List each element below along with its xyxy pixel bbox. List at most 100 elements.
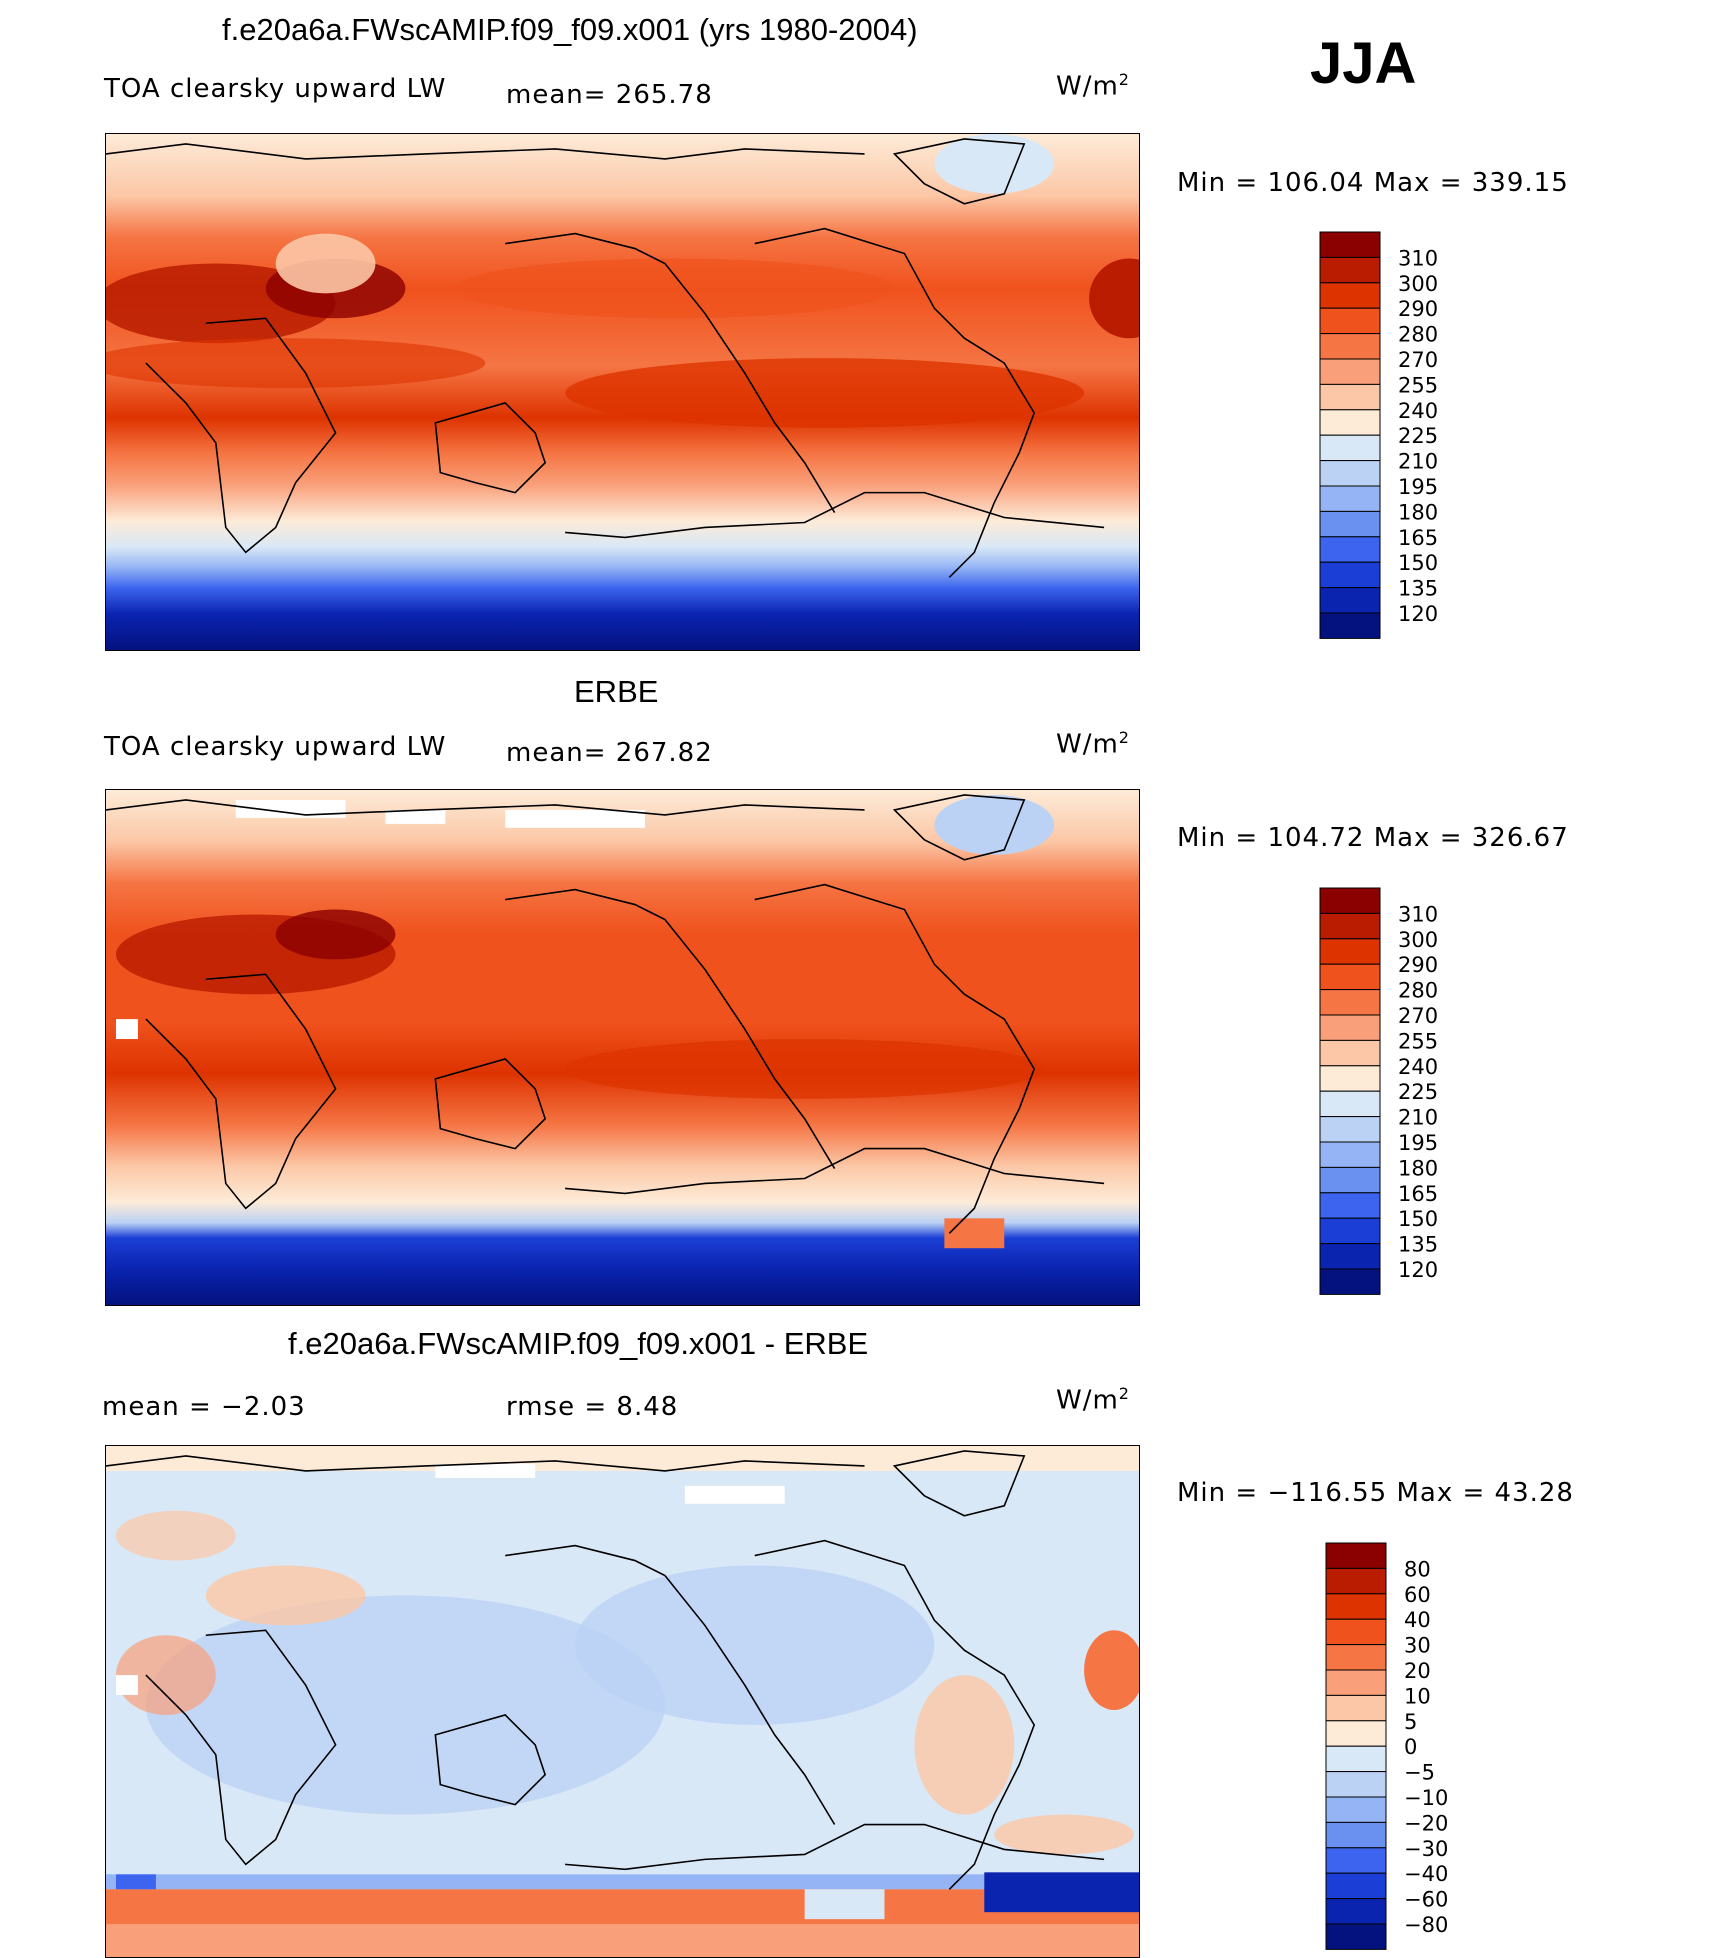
colorbar-swatch <box>1325 1821 1387 1849</box>
colorbar-label: −40 <box>1404 1862 1448 1886</box>
colorbar-swatch <box>1319 587 1381 614</box>
panel2-colorbar: 310 300 290 280 270 255 240 225 210 195 180 165 150 1… <box>1319 887 1560 1298</box>
colorbar-label: 150 <box>1398 551 1438 575</box>
colorbar-swatch <box>1319 612 1381 639</box>
colorbar-swatch <box>1325 1898 1387 1925</box>
colorbar-label: 60 <box>1404 1583 1431 1607</box>
panel2-variable: TOA clearsky upward LW <box>104 732 447 762</box>
colorbar-swatch <box>1325 1542 1387 1569</box>
colorbar-label: 165 <box>1398 526 1438 550</box>
panel3-mean: mean = −2.03 <box>102 1392 306 1422</box>
colorbar-swatch <box>1319 938 1381 965</box>
colorbar-swatch <box>1319 231 1381 258</box>
panel3-colorbar: 80 60 40 30 20 10 5 0 −5 −10 −20 −30 −40 −60 −80 <box>1325 1542 1566 1953</box>
colorbar-swatch <box>1325 1720 1387 1747</box>
colorbar-label: 135 <box>1398 577 1438 601</box>
colorbar-label: 240 <box>1398 1055 1438 1079</box>
colorbar-label: 20 <box>1404 1659 1431 1683</box>
panel1-minmax: Min = 106.04 Max = 339.15 <box>1177 168 1569 198</box>
colorbar-swatch <box>1319 256 1381 284</box>
colorbar-label: 195 <box>1398 475 1438 499</box>
colorbar-swatch <box>1319 989 1381 1016</box>
colorbar-swatch <box>1325 1796 1387 1823</box>
colorbar-swatch <box>1319 358 1381 385</box>
colorbar-label: 80 <box>1404 1557 1431 1581</box>
colorbar-label: 210 <box>1398 1106 1438 1130</box>
panel1-variable: TOA clearsky upward LW <box>104 74 447 104</box>
colorbar-swatch <box>1325 1644 1387 1671</box>
colorbar-label: 280 <box>1398 979 1438 1003</box>
colorbar-swatch <box>1325 1923 1387 1950</box>
colorbar-label: 120 <box>1398 1258 1438 1282</box>
colorbar-label: 40 <box>1404 1608 1431 1632</box>
colorbar-swatch <box>1319 485 1381 512</box>
colorbar-swatch <box>1325 1771 1387 1798</box>
colorbar-label: −10 <box>1404 1786 1448 1810</box>
colorbar-label: 30 <box>1404 1634 1431 1658</box>
colorbar-swatch <box>1319 1141 1381 1168</box>
panel2-units: W/m2 <box>1056 728 1130 760</box>
colorbar-label: 300 <box>1398 928 1438 952</box>
colorbar-label: 270 <box>1398 348 1438 372</box>
colorbar-swatch <box>1325 1745 1387 1773</box>
colorbar-swatch <box>1319 434 1381 462</box>
colorbar-label: 300 <box>1398 272 1438 296</box>
colorbar-label: 180 <box>1398 1156 1438 1180</box>
panel1-mean: mean= 265.78 <box>506 80 713 110</box>
colorbar-swatch <box>1319 1039 1381 1067</box>
colorbar-swatch <box>1319 1192 1381 1219</box>
panel3-map <box>105 1445 1140 1958</box>
colorbar-swatch <box>1319 1014 1381 1041</box>
colorbar-label: 255 <box>1398 1029 1438 1053</box>
colorbar-label: 280 <box>1398 323 1438 347</box>
colorbar-label: 135 <box>1398 1233 1438 1257</box>
colorbar-swatch <box>1325 1567 1387 1595</box>
colorbar-swatch <box>1319 383 1381 411</box>
colorbar-swatch <box>1319 963 1381 991</box>
colorbar-swatch <box>1319 536 1381 563</box>
colorbar-swatch <box>1319 561 1381 589</box>
panel3-rmse: rmse = 8.48 <box>506 1392 679 1422</box>
panel3-units: W/m2 <box>1056 1384 1130 1416</box>
colorbar-swatch <box>1319 1243 1381 1270</box>
colorbar-swatch <box>1319 510 1381 538</box>
colorbar-label: 225 <box>1398 1080 1438 1104</box>
colorbar-swatch <box>1319 887 1381 914</box>
colorbar-swatch <box>1319 1217 1381 1245</box>
colorbar-swatch <box>1325 1694 1387 1722</box>
colorbar-label: 10 <box>1404 1684 1431 1708</box>
colorbar-label: 310 <box>1398 246 1438 270</box>
colorbar-label: 0 <box>1404 1735 1417 1759</box>
panel2-minmax: Min = 104.72 Max = 326.67 <box>1177 823 1569 853</box>
colorbar-label: 310 <box>1398 902 1438 926</box>
colorbar-swatch <box>1325 1872 1387 1900</box>
colorbar-label: −20 <box>1404 1811 1448 1835</box>
colorbar-swatch <box>1325 1847 1387 1874</box>
colorbar-swatch <box>1319 1090 1381 1118</box>
colorbar-label: 290 <box>1398 953 1438 977</box>
colorbar-label: 290 <box>1398 297 1438 321</box>
panel3-minmax: Min = −116.55 Max = 43.28 <box>1177 1478 1574 1508</box>
panel2-mean: mean= 267.82 <box>506 738 713 768</box>
panel1-units: W/m2 <box>1056 70 1130 102</box>
panel2-title: ERBE <box>574 674 659 709</box>
colorbar-swatch <box>1319 1065 1381 1092</box>
colorbar-swatch <box>1319 333 1381 360</box>
colorbar-label: −80 <box>1404 1913 1448 1937</box>
colorbar-label: 150 <box>1398 1207 1438 1231</box>
colorbar-swatch <box>1319 282 1381 309</box>
colorbar-label: 5 <box>1404 1710 1417 1734</box>
panel1-colorbar: 310 300 290 280 270 255 240 225 210 195 180 165 150 1… <box>1319 231 1560 642</box>
colorbar-swatch <box>1319 409 1381 436</box>
colorbar-label: 240 <box>1398 399 1438 423</box>
colorbar-label: 210 <box>1398 450 1438 474</box>
panel3-title: f.e20a6a.FWscAMIP.f09_f09.x001 - ERBE <box>288 1326 869 1361</box>
colorbar-label: −30 <box>1404 1837 1448 1861</box>
panel1-title: f.e20a6a.FWscAMIP.f09_f09.x001 (yrs 1980… <box>222 12 918 47</box>
colorbar-swatch <box>1319 460 1381 487</box>
colorbar-swatch <box>1319 1268 1381 1295</box>
colorbar-label: 180 <box>1398 500 1438 524</box>
colorbar-swatch <box>1319 1116 1381 1143</box>
colorbar-swatch <box>1319 1166 1381 1194</box>
colorbar-swatch <box>1319 307 1381 335</box>
